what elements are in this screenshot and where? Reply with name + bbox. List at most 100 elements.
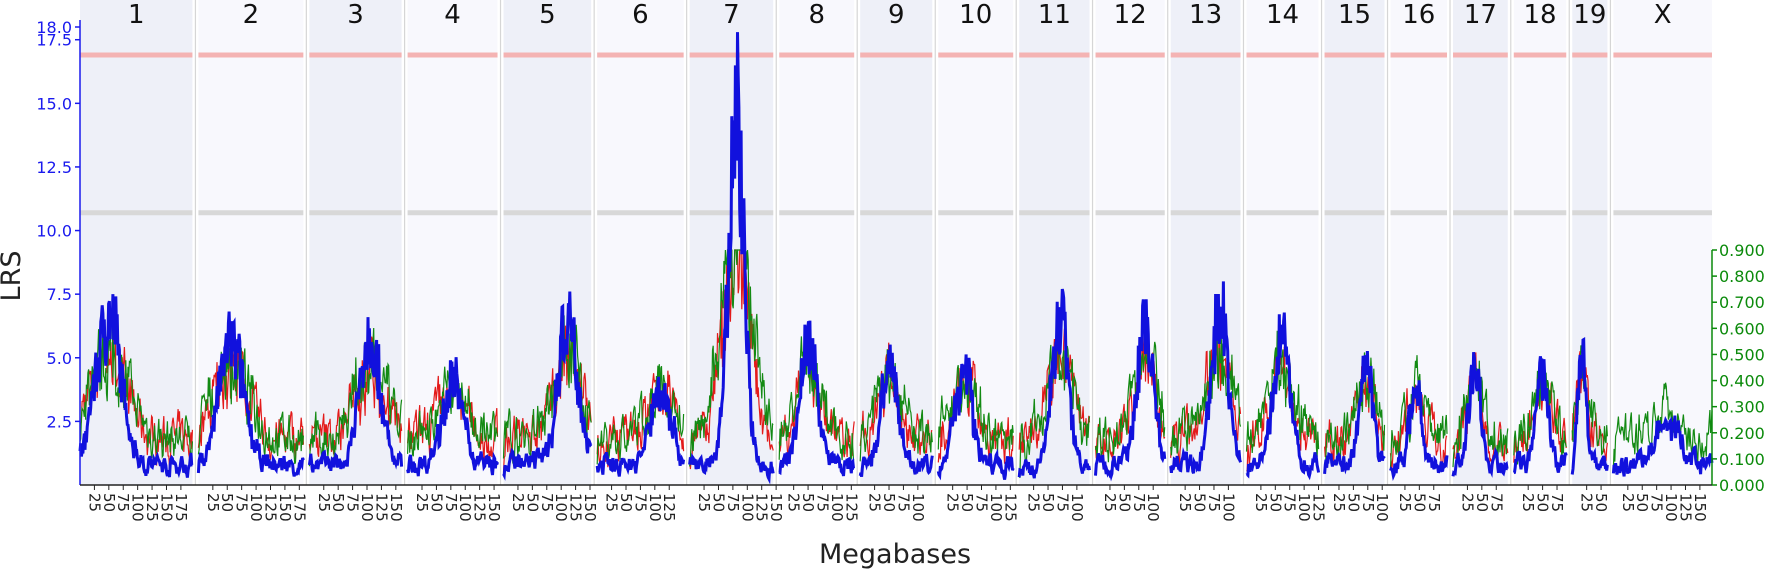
x-tick-label-7-50: 50 bbox=[709, 493, 727, 512]
x-tick-label-14-75: 75 bbox=[1281, 493, 1299, 512]
x-tick-label-2-125: 125 bbox=[261, 493, 279, 522]
chr-label-7: 7 bbox=[723, 0, 740, 30]
chr-label-9: 9 bbox=[888, 0, 905, 30]
x-tick-label-X-25: 25 bbox=[1619, 493, 1637, 512]
x-tick-label-19-25: 25 bbox=[1578, 493, 1596, 512]
x-tick-label-18-25: 25 bbox=[1519, 493, 1537, 512]
x-tick-label-10-25: 25 bbox=[944, 493, 962, 512]
chr-label-17: 17 bbox=[1464, 0, 1497, 30]
series-green-chr-5 bbox=[502, 315, 592, 465]
x-tick-label-7-75: 75 bbox=[724, 493, 742, 512]
x-tick-label-2-50: 50 bbox=[218, 493, 236, 512]
chr-band-1 bbox=[80, 0, 193, 485]
x-tick-label-3-75: 75 bbox=[344, 493, 362, 512]
x-tick-label-16-75: 75 bbox=[1425, 493, 1443, 512]
y-left-tick-label-6: 17.5 bbox=[36, 31, 72, 50]
x-tick-label-11-50: 50 bbox=[1039, 493, 1057, 512]
x-tick-label-6-100: 100 bbox=[646, 493, 664, 522]
y-left-tick-label-2: 7.5 bbox=[47, 285, 72, 304]
x-tick-label-1-175: 175 bbox=[172, 493, 190, 522]
x-tick-label-8-100: 100 bbox=[828, 493, 846, 522]
chr-label-14: 14 bbox=[1266, 0, 1299, 30]
series-lrs-chr-18 bbox=[1513, 356, 1568, 475]
y-right-tick-label-7: 0.700 bbox=[1719, 293, 1765, 312]
x-tick-label-9-100: 100 bbox=[909, 493, 927, 522]
x-tick-label-15-25: 25 bbox=[1330, 493, 1348, 512]
series-lrs-chr-5 bbox=[502, 291, 593, 481]
x-tick-label-18-75: 75 bbox=[1548, 493, 1566, 512]
chr-label-6: 6 bbox=[632, 0, 649, 30]
threshold-lines bbox=[80, 52, 1712, 216]
series-red-chr-7 bbox=[689, 249, 774, 470]
x-tick-label-3-50: 50 bbox=[329, 493, 347, 512]
x-tick-label-9-75: 75 bbox=[894, 493, 912, 512]
chr-band-14 bbox=[1246, 0, 1319, 485]
series-lrs-chr-16 bbox=[1389, 380, 1449, 482]
x-tick-label-6-75: 75 bbox=[631, 493, 649, 512]
x-tick-label-2-175: 175 bbox=[290, 493, 308, 522]
x-tick-label-1-150: 150 bbox=[157, 493, 175, 522]
y-left-tick-label-0: 2.5 bbox=[47, 412, 72, 431]
series-lrs-chr-X bbox=[1611, 415, 1714, 477]
x-tick-label-15-50: 50 bbox=[1344, 493, 1362, 512]
x-tick-label-1-100: 100 bbox=[129, 493, 147, 522]
series-lrs-chr-13 bbox=[1169, 281, 1242, 474]
x-tick-label-7-125: 125 bbox=[753, 493, 771, 522]
x-tick-label-2-150: 150 bbox=[276, 493, 294, 522]
chr-label-19: 19 bbox=[1573, 0, 1606, 30]
series-green-chr-4 bbox=[407, 366, 499, 457]
x-tick-label-5-75: 75 bbox=[538, 493, 556, 512]
x-tick-label-13-50: 50 bbox=[1191, 493, 1209, 512]
x-tick-label-13-75: 75 bbox=[1205, 493, 1223, 512]
chr-label-1: 1 bbox=[128, 0, 145, 30]
x-tick-label-12-25: 25 bbox=[1101, 493, 1119, 512]
chromosome-labels: 1 2 3 4 5 6 7 8 9 10 11 12 13 14 15 16 17 18 19 X bbox=[128, 0, 1672, 30]
x-tick-label-14-100: 100 bbox=[1295, 493, 1313, 522]
x-tick-label-1-125: 125 bbox=[143, 493, 161, 522]
x-tick-label-14-125: 125 bbox=[1310, 493, 1328, 522]
chr-band-12 bbox=[1095, 0, 1165, 485]
chr-label-2: 2 bbox=[243, 0, 260, 30]
x-tick-label-10-75: 75 bbox=[972, 493, 990, 512]
chr-band-10 bbox=[938, 0, 1014, 485]
series-lrs-chr-14 bbox=[1245, 312, 1321, 481]
series-green-chr-18 bbox=[1513, 357, 1567, 465]
x-tick-label-8-125: 125 bbox=[842, 493, 860, 522]
chr-label-16: 16 bbox=[1402, 0, 1435, 30]
y-right-tick-label-8: 0.800 bbox=[1719, 267, 1765, 286]
series-lrs-chr-7 bbox=[688, 32, 775, 485]
x-tick-label-4-125: 125 bbox=[471, 493, 489, 522]
series-green-chr-10 bbox=[937, 364, 1014, 455]
x-axis-label: Megabases bbox=[819, 539, 971, 570]
x-tick-label-18-50: 50 bbox=[1534, 493, 1552, 512]
x-tick-label-6-50: 50 bbox=[617, 493, 635, 512]
series-lrs-chr-4 bbox=[406, 357, 499, 477]
x-tick-label-8-50: 50 bbox=[799, 493, 817, 512]
series-lrs-chr-11 bbox=[1017, 288, 1091, 479]
x-tick-label-X-100: 100 bbox=[1662, 493, 1680, 522]
x-tick-label-16-50: 50 bbox=[1410, 493, 1428, 512]
x-tick-label-5-125: 125 bbox=[567, 493, 585, 522]
x-tick-label-7-100: 100 bbox=[738, 493, 756, 522]
x-tick-label-4-25: 25 bbox=[413, 493, 431, 512]
x-tick-label-14-25: 25 bbox=[1252, 493, 1270, 512]
series-lrs-chr-3 bbox=[307, 317, 404, 473]
x-tick-label-2-75: 75 bbox=[233, 493, 251, 512]
series-green-chr-X bbox=[1612, 382, 1713, 469]
x-tick-label-4-75: 75 bbox=[442, 493, 460, 512]
x-tick-label-12-100: 100 bbox=[1144, 493, 1162, 522]
x-tick-label-17-50: 50 bbox=[1473, 493, 1491, 512]
y-right-tick-label-2: 0.200 bbox=[1719, 424, 1765, 443]
y-right-tick-label-4: 0.400 bbox=[1719, 372, 1765, 391]
x-tick-label-3-125: 125 bbox=[372, 493, 390, 522]
x-tick-label-13-25: 25 bbox=[1176, 493, 1194, 512]
x-tick-label-8-25: 25 bbox=[785, 493, 803, 512]
y-right-tick-label-0: 0.000 bbox=[1719, 476, 1765, 495]
y-left-tick-label-4: 12.5 bbox=[36, 158, 72, 177]
x-tick-label-8-75: 75 bbox=[813, 493, 831, 512]
x-tick-label-10-50: 50 bbox=[958, 493, 976, 512]
series-lrs-chr-10 bbox=[936, 354, 1015, 481]
chr-label-11: 11 bbox=[1038, 0, 1071, 30]
